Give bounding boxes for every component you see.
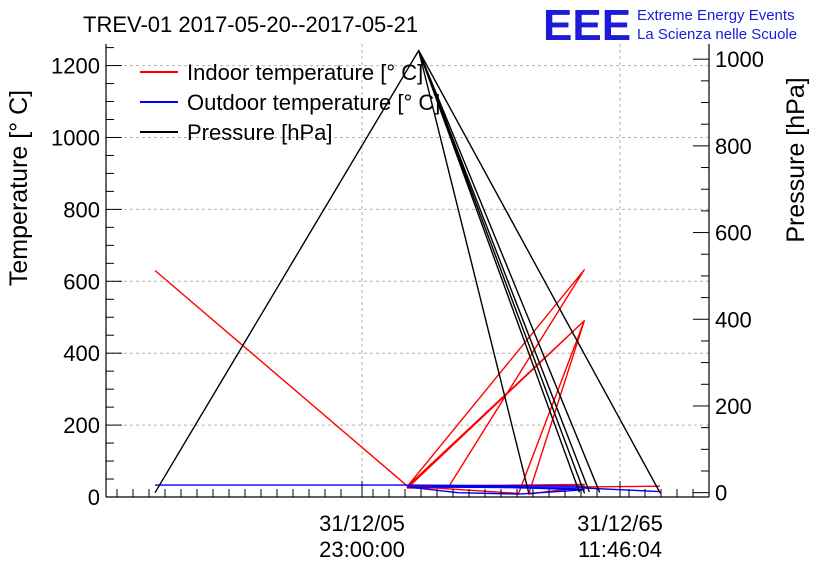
left-tick-label: 800 [63,197,100,222]
x-tick-date: 31/12/05 [319,511,405,536]
left-tick-label: 600 [63,269,100,294]
eee-logo-line1: Extreme Energy Events [637,7,795,24]
right-tick-label: 400 [715,307,752,332]
grid [106,44,709,497]
left-axis-title: Temperature [° C] [5,90,33,286]
eee-logo-line2: La Scienza nelle Scuole [637,26,797,43]
left-tick-label: 200 [63,413,100,438]
x-tick-time: 11:46:04 [578,537,662,562]
series-line-2 [154,49,661,494]
eee-logo-mark: EEE [543,1,631,50]
x-tick-date: 31/12/65 [577,511,663,536]
left-tick-label: 400 [63,341,100,366]
legend: Indoor temperature [° C] Outdoor temperat… [140,60,440,145]
right-tick-label: 800 [715,134,752,159]
x-tick-time: 23:00:00 [319,537,405,562]
left-tick-label: 1200 [51,54,100,79]
left-tick-label: 0 [88,485,100,510]
right-axis: 0 200 400 600 800 1000 [693,47,764,506]
series-line-1 [155,484,661,495]
left-tick-label: 1000 [51,125,100,150]
right-tick-label: 600 [715,221,752,246]
right-axis-title: Pressure [hPa] [782,77,810,242]
legend-label: Pressure [hPa] [187,120,333,145]
left-axis: 0 200 400 600 800 1000 1200 [51,47,122,510]
series-layer [154,49,661,495]
series-line-0 [154,269,661,495]
eee-logo: EEE Extreme Energy Events La Scienza nel… [543,1,797,50]
legend-label: Indoor temperature [° C] [187,60,423,85]
right-tick-label: 1000 [715,47,764,72]
right-tick-label: 200 [715,394,752,419]
chart-title: TREV-01 2017-05-20--2017-05-21 [83,12,418,37]
legend-label: Outdoor temperature [° C] [187,90,440,115]
right-tick-label: 0 [715,481,727,506]
